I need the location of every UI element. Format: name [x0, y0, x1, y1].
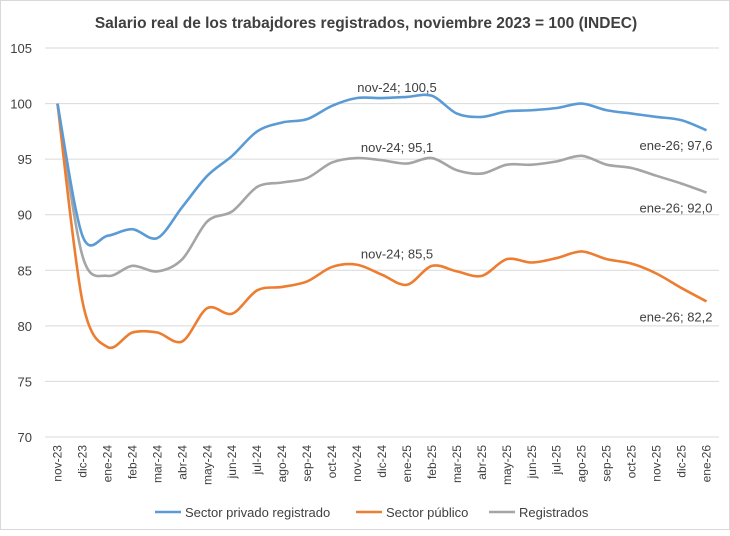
- legend-label: Sector privado registrado: [185, 505, 330, 520]
- y-tick-label: 85: [18, 263, 32, 278]
- data-label: nov-24; 85,5: [361, 247, 433, 262]
- x-tick-label: sep-25: [600, 445, 614, 482]
- x-tick-label: jun-24: [225, 445, 239, 480]
- x-tick-label: jul-25: [550, 445, 564, 476]
- legend-label: Sector público: [386, 505, 468, 520]
- x-tick-label: abr-25: [475, 445, 489, 480]
- x-tick-label: nov-23: [50, 445, 64, 482]
- x-tick-label: oct-24: [325, 445, 339, 479]
- x-tick-label: dic-25: [675, 445, 689, 478]
- y-tick-label: 70: [18, 430, 32, 445]
- x-tick-label: may-25: [500, 445, 514, 485]
- x-tick-label: mar-24: [150, 445, 164, 483]
- x-tick-label: ene-26: [700, 445, 714, 483]
- data-label: ene-26; 92,0: [640, 200, 713, 215]
- x-tick-label: nov-24: [350, 445, 364, 482]
- data-label: nov-24; 95,1: [361, 140, 433, 155]
- x-tick-label: ago-25: [575, 445, 589, 483]
- y-tick-label: 95: [18, 152, 32, 167]
- x-tick-label: ago-24: [275, 445, 289, 483]
- x-tick-label: jun-25: [525, 445, 539, 480]
- legend-label: Registrados: [519, 505, 589, 520]
- series-line-0: [57, 95, 706, 246]
- y-tick-label: 75: [18, 374, 32, 389]
- x-tick-label: jul-24: [250, 445, 264, 476]
- y-tick-label: 105: [10, 41, 32, 56]
- y-tick-label: 100: [10, 97, 32, 112]
- data-label: ene-26; 97,6: [640, 138, 713, 153]
- x-tick-label: nov-25: [650, 445, 664, 482]
- x-tick-label: oct-25: [625, 445, 639, 479]
- x-tick-label: abr-24: [175, 445, 189, 480]
- x-tick-label: ene-25: [400, 445, 414, 483]
- y-tick-label: 90: [18, 208, 32, 223]
- data-label: ene-26; 82,2: [640, 309, 713, 324]
- x-tick-label: may-24: [200, 445, 214, 485]
- chart-title: Salario real de los trabajdores registra…: [95, 15, 637, 32]
- x-tick-label: dic-24: [375, 445, 389, 478]
- x-tick-label: dic-23: [75, 445, 89, 478]
- y-tick-label: 80: [18, 319, 32, 334]
- x-tick-label: feb-25: [425, 445, 439, 479]
- data-label: nov-24; 100,5: [357, 80, 437, 95]
- x-tick-label: sep-24: [300, 445, 314, 482]
- x-tick-label: feb-24: [125, 445, 139, 479]
- x-tick-label: ene-24: [100, 445, 114, 483]
- x-tick-label: mar-25: [450, 445, 464, 483]
